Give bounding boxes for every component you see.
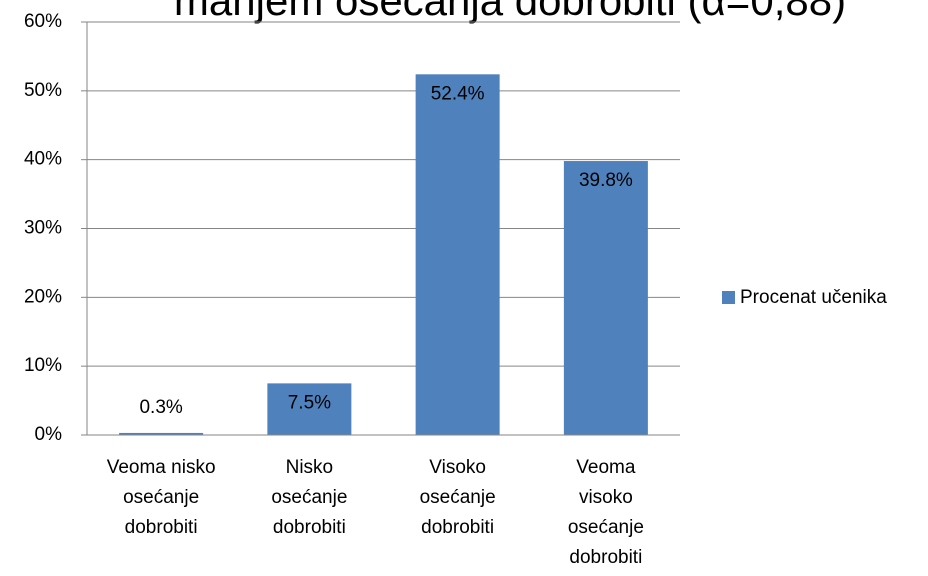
data-label: 0.3% (139, 397, 182, 418)
x-tick-label: Nisko osećanje dobrobiti (271, 457, 348, 538)
bar (415, 74, 500, 436)
bar (267, 383, 352, 435)
legend-label: Procenat učenika (740, 287, 887, 308)
x-tick-label: Veoma nisko osećanje dobrobiti (106, 457, 216, 538)
x-tick-label: Visoko osećanje dobrobiti (419, 457, 496, 538)
bar (563, 161, 648, 435)
y-tick-label: 50% (24, 80, 62, 101)
y-tick-label: 20% (24, 286, 62, 307)
y-tick-label: 60% (24, 11, 62, 32)
bar (119, 432, 204, 435)
x-tick-label: Veoma visoko osećanje dobrobiti (567, 457, 644, 568)
y-tick-label: 40% (24, 149, 62, 170)
data-label: 39.8% (579, 170, 633, 191)
data-label: 7.5% (288, 392, 331, 413)
y-tick-label: 10% (24, 355, 62, 376)
legend-swatch (722, 291, 735, 304)
chart-title: manjem osećanja dobrobiti (α=0,88) (174, 0, 846, 24)
y-tick-label: 30% (24, 218, 62, 239)
y-tick-label: 0% (35, 424, 63, 445)
data-label: 52.4% (431, 83, 485, 104)
